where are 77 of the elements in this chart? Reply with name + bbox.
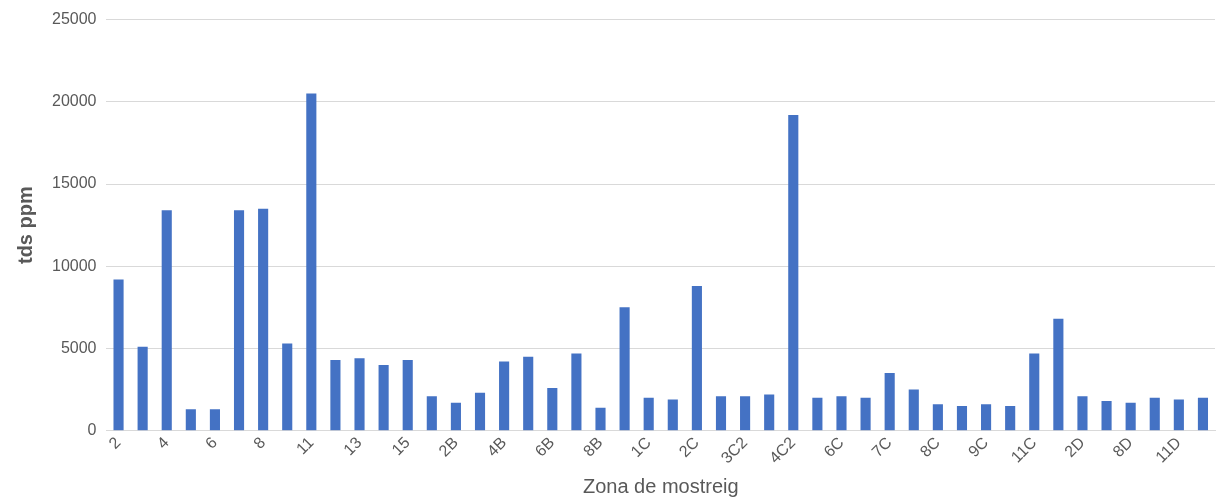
bar [812,397,823,431]
bar [1077,396,1088,431]
bar [330,359,341,431]
bar [932,404,943,431]
bar [402,359,413,431]
bar [282,343,293,431]
bar [956,406,968,431]
bar [1029,353,1040,431]
bar [1053,318,1064,431]
x-tick-label: 3C2 [717,433,751,467]
bar [426,396,437,431]
bar [1101,401,1112,431]
x-tick-label: 4 [153,433,173,452]
y-tick-label: 15000 [51,174,97,192]
bar [161,210,172,431]
x-tick-label: 8D [1109,433,1136,461]
bar [258,208,269,431]
bar [306,93,317,431]
bar [619,307,630,431]
bar [547,387,558,431]
x-tick-label: 2C [675,433,703,461]
x-tick-label: 6C [820,433,847,461]
bar [137,346,148,431]
bar [1149,397,1160,431]
x-axis-title: Zona de mostreig [582,474,739,497]
bar [1173,399,1184,431]
bar [691,285,702,431]
x-tick-label: 8 [250,433,269,452]
bar [908,389,919,431]
bar [595,407,606,431]
x-tick-label: 7C [868,433,895,461]
bar [499,361,510,431]
bar [1125,402,1136,431]
bar [450,402,461,431]
x-tick-label: 11D [1152,433,1185,466]
bar [884,373,895,431]
bar [233,210,245,431]
bar [209,409,220,431]
x-tick-label: 6B [531,433,558,460]
x-tick-label: 2B [435,433,462,460]
y-tick-label: 5000 [60,338,97,356]
bar [571,353,582,431]
bar [981,404,992,431]
bar [740,396,751,431]
bar [788,114,799,431]
x-tick-label: 6 [201,433,221,452]
x-tick-label: 4B [483,433,510,460]
x-tick-label: 11C [1007,433,1040,466]
x-tick-label: 8C [916,433,944,461]
y-tick-label: 10000 [51,256,97,274]
x-tick-label: 4C2 [765,433,799,467]
x-tick-label: 2D [1061,433,1088,461]
bar [185,409,196,431]
x-tick-label: 11 [292,433,317,458]
x-tick-label: 8B [579,433,606,460]
y-tick-label: 0 [87,421,97,439]
bar [836,396,847,431]
bar [113,279,124,431]
bar [354,358,365,431]
bar [474,392,486,431]
bar [1197,397,1209,431]
x-tick-label: 13 [340,433,365,459]
bar [523,356,534,431]
bar [860,397,871,431]
y-tick-label: 20000 [51,92,97,110]
y-tick-label: 25000 [51,10,97,28]
x-tick-label: 15 [388,433,414,459]
x-tick-label: 2 [105,433,124,452]
x-tick-label: 9C [964,433,992,461]
bar [667,399,678,431]
bar [378,364,389,431]
bar [764,394,775,431]
bar [1005,406,1016,431]
bar [715,396,727,431]
bar [643,397,654,431]
y-axis-title: tds ppm [13,186,36,265]
x-tick-label: 1C [627,433,654,461]
